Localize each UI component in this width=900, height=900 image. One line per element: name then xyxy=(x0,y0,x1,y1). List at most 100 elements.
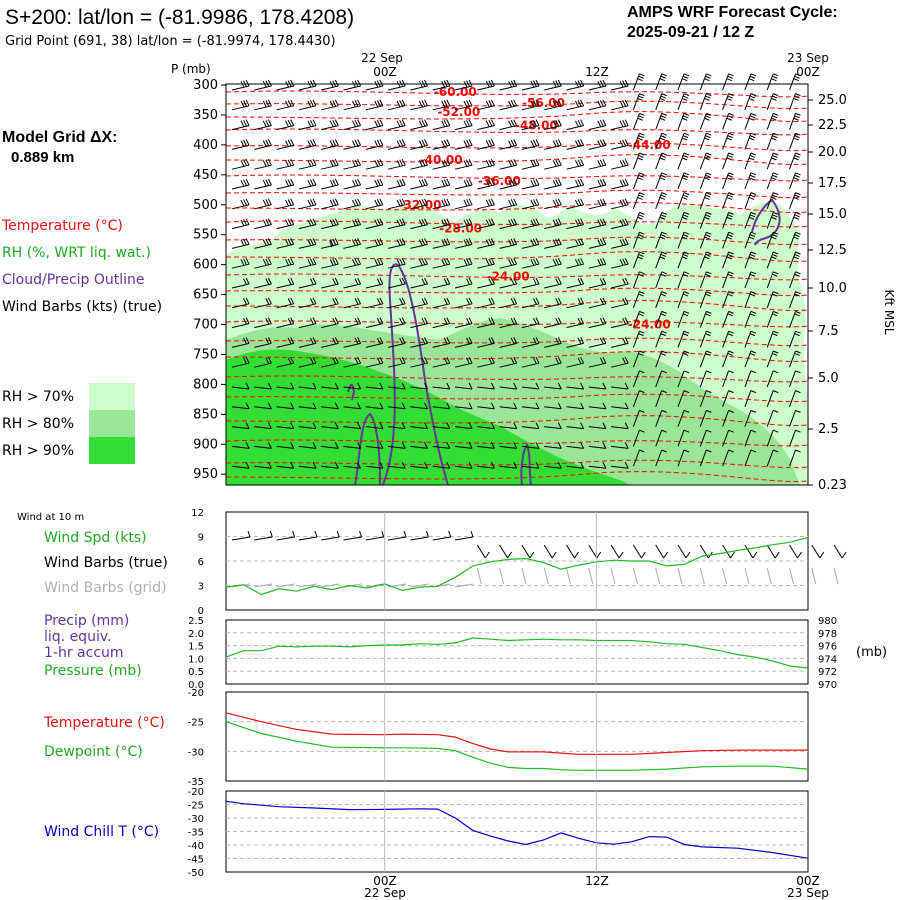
wind-barb xyxy=(566,79,585,91)
wind-barb xyxy=(610,139,629,150)
wind-barb xyxy=(588,198,607,210)
wind-barb xyxy=(611,461,629,469)
wind-barb xyxy=(454,99,473,111)
p-tick-label: 800 xyxy=(193,377,218,392)
wind-barb xyxy=(789,271,801,289)
wind-barb xyxy=(387,337,406,348)
wind-barb xyxy=(477,442,495,449)
p-tick-label: 900 xyxy=(193,437,218,452)
wind-barb xyxy=(343,257,362,269)
y-tick-label: 2.0 xyxy=(188,629,204,640)
wind-barb xyxy=(254,139,272,150)
wind-barb xyxy=(432,356,451,368)
wind-barb xyxy=(499,402,518,410)
wind-barb xyxy=(789,152,801,170)
y-tick-label: -35 xyxy=(188,828,204,839)
isotherm-line xyxy=(225,415,809,426)
wind-barb xyxy=(254,277,272,289)
wind-barb xyxy=(655,409,667,427)
wind-barb xyxy=(632,132,645,150)
precip-frame xyxy=(225,619,809,685)
wind-barb xyxy=(477,139,495,150)
wind-barb xyxy=(321,297,339,309)
wind-barb xyxy=(343,422,362,430)
wind-barb xyxy=(588,158,607,170)
wind-barb xyxy=(677,251,690,269)
h-tick-label: 15.0 xyxy=(818,207,847,222)
bottom-tick-00z: 00Z xyxy=(373,874,397,888)
chill-ticks: -20 -25 -30 -35 -40 -45 -50 xyxy=(188,787,204,879)
wind-barb xyxy=(343,461,362,469)
wind-barb xyxy=(477,119,495,131)
isotherm-line xyxy=(225,393,809,403)
wind-barb xyxy=(321,79,339,91)
wind-barb xyxy=(410,79,428,91)
wind-barb xyxy=(766,211,779,229)
wind-barb xyxy=(566,382,585,390)
legend-dewpoint: Dewpoint (°C) xyxy=(44,744,143,760)
wind-barb xyxy=(410,158,428,170)
top-tick-12z: 12Z xyxy=(585,65,609,79)
isotherm-label: -44.00 xyxy=(628,138,671,152)
wind-barb xyxy=(521,277,540,289)
wind-barb xyxy=(632,231,645,249)
surface-wind-barb xyxy=(744,544,758,585)
wind-barb xyxy=(321,461,339,469)
y-tick-label: -40 xyxy=(188,841,204,852)
wind-barb xyxy=(677,291,690,308)
wind-barb xyxy=(544,317,562,329)
wind-barb xyxy=(365,99,384,111)
wind-barb xyxy=(789,93,801,110)
wind-barb xyxy=(632,112,645,130)
wind-barb xyxy=(343,297,362,309)
surface-wind-barb xyxy=(811,544,825,585)
wind-barb xyxy=(677,271,690,289)
wind-barb xyxy=(343,238,362,249)
wind-barb xyxy=(566,218,585,230)
wind-barb xyxy=(632,310,645,328)
wind-barb xyxy=(410,382,428,390)
wind-barb xyxy=(521,257,540,269)
wind-barb xyxy=(454,402,473,410)
wind-barb xyxy=(766,192,779,209)
wind-barb xyxy=(677,350,690,368)
wind-barb xyxy=(677,231,690,249)
wind-barb xyxy=(544,99,562,111)
wind-barb xyxy=(343,198,362,210)
temperature-line xyxy=(225,712,808,755)
wind-barb xyxy=(321,178,339,190)
wind-barb xyxy=(521,337,540,348)
wind-barb xyxy=(298,158,317,170)
wind-barb xyxy=(588,79,607,91)
wind-barb xyxy=(231,257,250,269)
wind-barb xyxy=(231,158,250,170)
h-tick-label: 17.5 xyxy=(818,176,847,191)
wind-barb xyxy=(432,257,451,269)
wind-barb xyxy=(410,119,428,131)
wind-barb xyxy=(699,291,712,308)
wind-barb xyxy=(388,461,406,469)
wind-barb xyxy=(432,382,451,390)
wind-barb xyxy=(298,178,317,190)
h-tick-label: 5.0 xyxy=(818,371,839,386)
wind-barb xyxy=(766,132,779,150)
wind-barb xyxy=(254,442,272,449)
legend-rh70: RH > 70% xyxy=(2,389,74,405)
wind-barb xyxy=(699,310,712,328)
wind-barb xyxy=(298,139,317,150)
wind-barb xyxy=(254,382,272,390)
wind-barb xyxy=(766,172,779,190)
wind-barb xyxy=(521,297,540,309)
wind-barb xyxy=(610,158,629,170)
wind-barb xyxy=(499,139,518,150)
wind-barb xyxy=(231,178,250,190)
isotherm-line xyxy=(225,320,809,328)
wind-barb xyxy=(744,330,757,348)
wind-barb xyxy=(611,442,629,449)
wind-barb xyxy=(410,297,428,309)
wind-barb xyxy=(343,337,362,348)
wind-barb xyxy=(254,402,272,410)
wind-barb xyxy=(254,218,272,230)
wind-barb xyxy=(410,442,428,449)
